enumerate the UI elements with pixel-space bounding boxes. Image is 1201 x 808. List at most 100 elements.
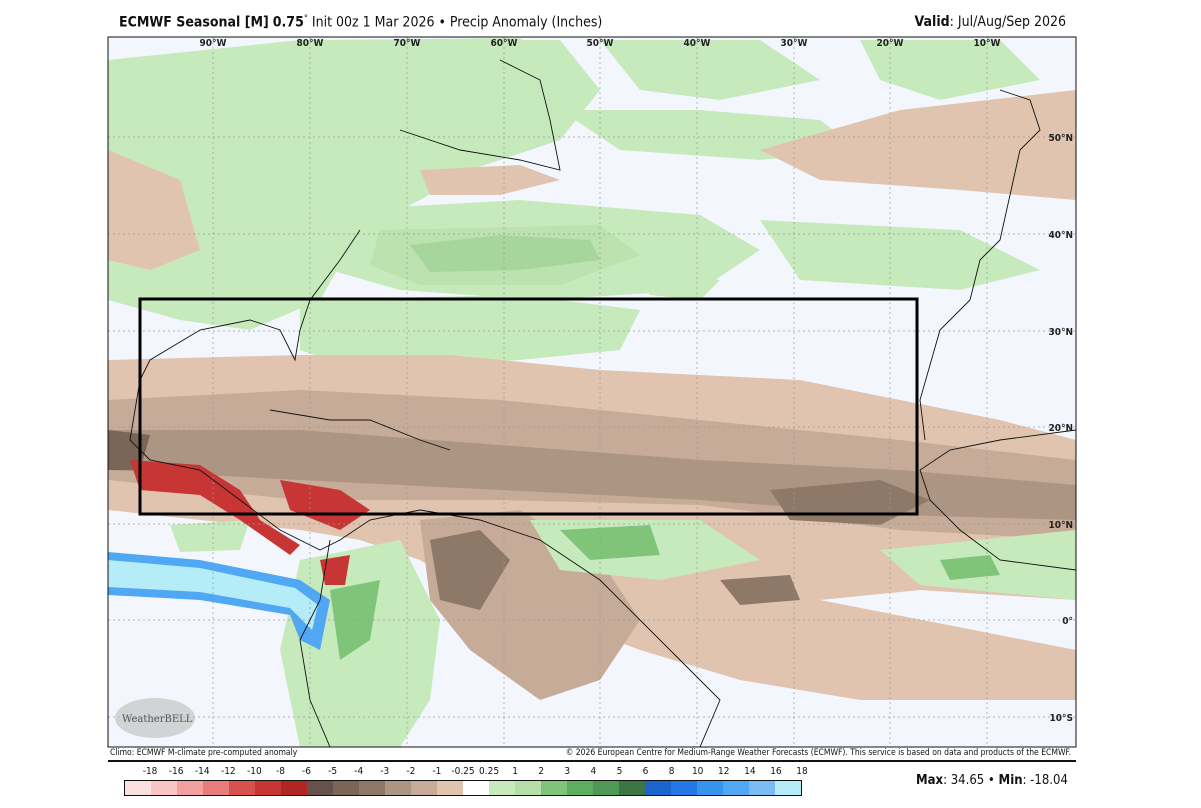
lon-label: 40°W [684,38,711,49]
colorbar-swatch [671,781,697,795]
strong-wet-anomaly-pacific [108,552,330,650]
map-title: ECMWF Seasonal [M] 0.75° Init 00z 1 Mar … [119,14,602,31]
max-min-stats: Max: 34.65 • Min: -18.04 [916,773,1068,788]
valid-period: Valid: Jul/Aug/Sep 2026 [915,14,1066,30]
colorbar-swatch [619,781,645,795]
colorbar-swatch [697,781,723,795]
colorbar-swatch [749,781,775,795]
colorbar-tick-label: 2 [538,766,545,777]
lon-label: 30°W [781,38,808,49]
valid-value: : Jul/Aug/Sep 2026 [949,14,1066,30]
colorbar-swatch [463,781,489,795]
colorbar [124,780,802,796]
lat-label: 0° [1062,616,1073,627]
max-label: Max [916,773,944,788]
lon-label: 20°W [877,38,904,49]
model-name: ECMWF Seasonal [M] [119,14,269,31]
weatherbell-logo: WeatherBELL [115,698,195,738]
lat-label: 40°N [1048,230,1073,241]
colorbar-swatch [593,781,619,795]
colorbar-swatch [411,781,437,795]
max-value: : 34.65 [943,773,985,788]
colorbar-tick-label: -16 [168,766,184,777]
footer-divider [108,760,1076,762]
dry-anomaly-north [108,90,1076,270]
colorbar-tick-label: 8 [668,766,675,777]
bullet: • [438,14,446,31]
lon-label: 80°W [297,38,324,49]
latitude-labels: 50°N 40°N 30°N 20°N 10°N 0° 10°S [1048,133,1073,724]
colorbar-tick-label: -10 [247,766,262,777]
copyright-note: © 2026 European Centre for Medium-Range … [565,748,1071,758]
colorbar-tick-label: 14 [744,766,756,777]
coastlines [129,59,1076,747]
colorbar-tick-label: -12 [220,766,236,777]
colorbar-tick-label: 1 [512,766,519,777]
map-frame [107,36,1077,748]
colorbar-labels: -18 -16 -14 -12 -10 -8 -6 -5 -4 -3 -2 -1 -0.25 0.25 1 2… [124,766,808,778]
lat-label: 30°N [1048,327,1073,338]
colorbar-tick-label: 3 [564,766,571,777]
lon-label: 70°W [394,38,421,49]
degree-symbol: ° [303,14,308,24]
colorbar-tick-label: 18 [796,766,808,777]
colorbar-swatch [775,781,801,795]
colorbar-tick-label: 12 [718,766,730,777]
graticule [108,37,1076,747]
lat-label: 20°N [1048,423,1073,434]
lon-label: 90°W [200,38,227,49]
colorbar-tick-label: 4 [590,766,597,777]
lat-label: 50°N [1048,133,1073,144]
lon-label: 10°W [974,38,1001,49]
colorbar-swatch [567,781,593,795]
colorbar-swatch [333,781,359,795]
colorbar-tick-label: -2 [406,766,416,777]
climo-note: Climo: ECMWF M-climate pre-computed anom… [110,748,298,758]
colorbar-tick-label: -5 [328,766,338,777]
colorbar-swatch [541,781,567,795]
colorbar-swatch [281,781,307,795]
lon-label: 50°W [587,38,614,49]
min-label: Min [998,773,1023,788]
colorbar-swatch [177,781,203,795]
init-time: Init 00z 1 Mar 2026 [311,14,435,31]
colorbar-swatch [229,781,255,795]
colorbar-tick-label: -1 [432,766,442,777]
colorbar-swatch [515,781,541,795]
colorbar-swatch [255,781,281,795]
colorbar-tick-label: -4 [354,766,364,777]
colorbar-swatch [125,781,151,795]
colorbar-tick-label: -3 [380,766,390,777]
longitude-labels: 90°W 80°W 70°W 60°W 50°W 40°W 30°W 20°W … [200,38,1001,49]
focus-region-box [138,297,919,516]
colorbar-swatch [385,781,411,795]
colorbar-swatch [359,781,385,795]
colorbar-tick-label: 6 [642,766,649,777]
colorbar-tick-label: -0.25 [451,766,475,777]
valid-label: Valid [914,14,950,30]
lat-label: 10°S [1050,713,1074,724]
colorbar-tick-label: 16 [770,766,782,777]
resolution: 0.75 [272,14,304,31]
colorbar-tick-label: -14 [194,766,210,777]
wet-anomaly-moderate [370,225,640,285]
field-name: Precip Anomaly (Inches) [449,14,603,31]
lon-label: 60°W [491,38,518,49]
colorbar-tick-label: 5 [616,766,623,777]
colorbar-swatch [151,781,177,795]
strong-dry-anomaly [130,460,370,585]
colorbar-tick-label: 0.25 [479,766,500,777]
colorbar-tick-label: -6 [302,766,312,777]
colorbar-swatch [437,781,463,795]
colorbar-tick-label: 10 [691,766,704,777]
colorbar-swatch [489,781,515,795]
stats-separator: • [984,773,999,788]
colorbar-swatch [723,781,749,795]
colorbar-swatch [307,781,333,795]
colorbar-tick-label: -18 [142,766,158,777]
lat-label: 10°N [1048,520,1073,531]
colorbar-swatch [645,781,671,795]
colorbar-swatch [203,781,229,795]
svg-text:WeatherBELL: WeatherBELL [122,714,193,725]
